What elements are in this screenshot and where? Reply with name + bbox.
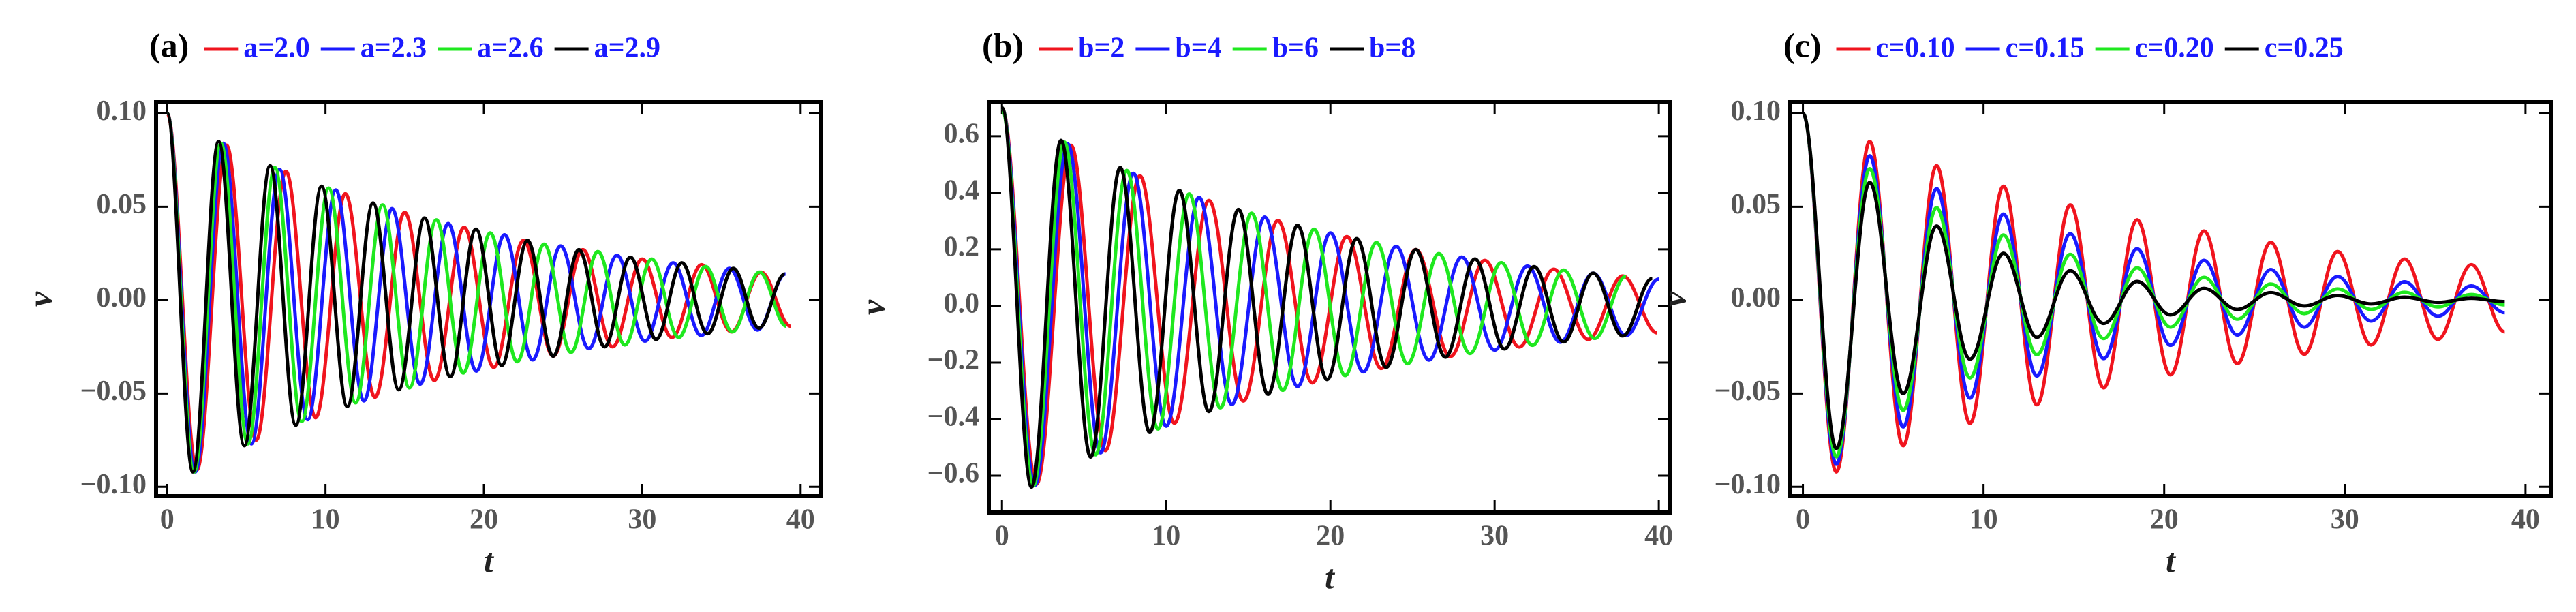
legend-label: c=0.15 [2006,33,2085,64]
y-axis-label: v [20,291,59,307]
y-tick-label: 0.0 [944,288,980,320]
legend-label: c=0.25 [2265,33,2344,64]
x-tick-label: 40 [786,504,815,536]
plot-frame [154,100,823,498]
y-tick-label: 0.6 [944,118,980,149]
y-tick-label: 0.4 [944,174,980,206]
panel-label: (a) [149,26,189,64]
y-tick-label: −0.10 [80,469,147,500]
y-tick-label: 0.00 [97,282,147,313]
series-line [165,111,786,474]
x-axis-label: t [484,541,495,579]
series-line [1801,111,2505,450]
x-tick-label: 10 [311,504,340,536]
plot-frame [987,100,1672,515]
legend-label: c=0.10 [1876,33,1955,64]
series-line [1000,106,1660,487]
y-tick-label: 0.05 [1731,189,1781,220]
y-tick-label: 0.10 [1731,95,1781,127]
y-tick-label: 0.05 [97,189,147,220]
y-tick-label: −0.05 [1715,376,1781,407]
x-tick-label: 10 [1152,521,1180,552]
legend-label: a=2.9 [594,33,660,64]
series-line [165,111,792,472]
y-tick-label: −0.6 [927,458,979,489]
x-tick-label: 30 [2331,504,2359,536]
y-tick-label: 0.2 [944,232,980,263]
x-tick-label: 40 [2511,504,2540,536]
legend-label: b=2 [1078,33,1124,64]
legend-label: b=4 [1175,33,1221,64]
x-tick-label: 40 [1644,521,1673,552]
x-tick-label: 10 [1969,504,1998,536]
x-tick-label: 0 [1796,504,1810,536]
x-tick-label: 0 [995,521,1009,552]
y-tick-label: −0.05 [80,376,147,407]
y-tick-label: −0.2 [927,345,979,376]
x-axis-label: t [2166,541,2177,579]
y-tick-label: −0.4 [927,401,979,433]
x-tick-label: 30 [628,504,656,536]
plot-frame [1788,100,2553,498]
legend-label: a=2.6 [477,33,543,64]
series-line [165,111,787,474]
y-tick-label: 0.00 [1731,282,1781,313]
y-axis-label: v [853,299,891,315]
legend-label: a=2.0 [243,33,309,64]
panel-label: (c) [1783,26,1822,64]
series-line [1801,111,2505,459]
x-tick-label: 20 [1316,521,1345,552]
x-tick-label: 20 [470,504,498,536]
legend-label: a=2.3 [361,33,427,64]
y-tick-label: 0.10 [97,95,147,127]
y-tick-label: −0.10 [1715,469,1781,500]
x-tick-label: 0 [160,504,174,536]
x-tick-label: 30 [1480,521,1509,552]
panel-label: (b) [982,26,1024,64]
x-tick-label: 20 [2150,504,2179,536]
x-axis-label: t [1325,557,1336,596]
legend-label: c=0.20 [2135,33,2214,64]
series-line [1000,106,1653,489]
series-line [165,111,786,474]
y-axis-label: v [1655,291,1693,307]
legend-label: b=8 [1369,33,1415,64]
legend-label: b=6 [1272,33,1319,64]
